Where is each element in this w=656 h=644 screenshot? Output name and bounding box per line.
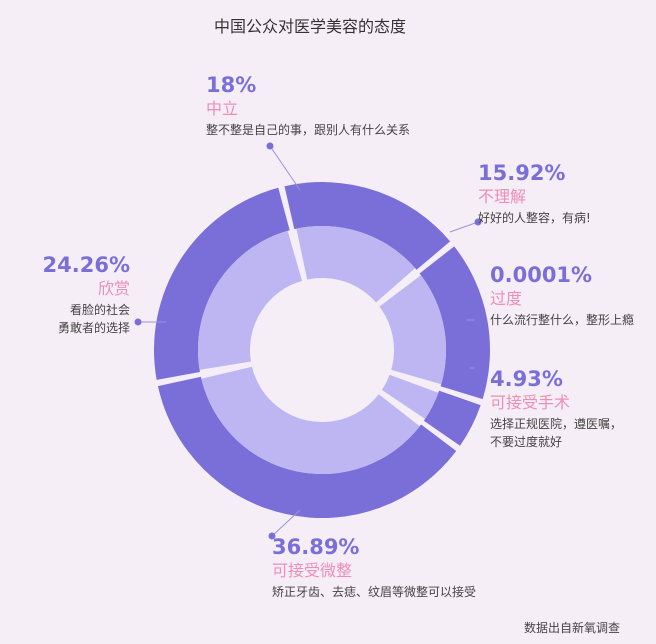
slice-description: 看脸的社会 — [70, 302, 130, 317]
leader-dot — [474, 316, 482, 324]
leader-dot — [474, 218, 482, 226]
chart-title: 中国公众对医学美容的态度 — [214, 17, 406, 36]
slice-description: 不要过度就好 — [490, 434, 562, 449]
slice-outer-3 — [423, 390, 481, 446]
slice-percent: 36.89% — [272, 535, 359, 559]
slice-inner-0 — [296, 226, 416, 303]
slice-outer-5 — [154, 187, 290, 380]
slice-outer-4 — [157, 376, 457, 519]
slice-category: 不理解 — [478, 187, 526, 206]
slice-category: 欣赏 — [98, 279, 130, 298]
slice-category: 中立 — [206, 99, 238, 118]
slice-inner-4 — [201, 366, 420, 474]
slice-inner-1 — [379, 275, 446, 385]
leader-line — [269, 145, 301, 191]
slice-description: 勇敢者的选择 — [58, 320, 130, 335]
source-note: 数据出自新氧调查 — [524, 620, 620, 635]
slice-percent: 18% — [206, 73, 256, 97]
slice-category: 可接受手术 — [490, 393, 570, 412]
leader-dot — [268, 532, 276, 540]
slice-percent: 0.0001% — [490, 263, 592, 287]
leader-dot — [134, 318, 142, 326]
slice-description: 什么流行整什么，整形上瘾 — [490, 312, 634, 327]
slice-inner-5 — [198, 230, 303, 370]
leader-line — [449, 221, 479, 233]
slice-outer-0 — [284, 182, 451, 270]
slice-description: 好好的人整容，有病! — [478, 210, 591, 225]
slice-category: 可接受微整 — [272, 561, 352, 580]
slice-outer-1 — [419, 246, 491, 400]
leader-dot — [266, 142, 274, 150]
slice-percent: 15.92% — [478, 161, 565, 185]
slice-category: 过度 — [490, 289, 522, 308]
slice-percent: 24.26% — [43, 253, 130, 277]
leader-line — [271, 509, 301, 537]
slice-description: 选择正规医院，遵医嘱， — [490, 416, 622, 431]
slice-inner-3 — [381, 374, 439, 419]
slice-percent: 4.93% — [490, 367, 563, 391]
donut-rings — [154, 182, 491, 519]
slice-description: 矫正牙齿、去痣、纹眉等微整可以接受 — [272, 584, 476, 599]
slice-description: 整不整是自己的事，跟别人有什么关系 — [206, 122, 410, 137]
leader-dot — [474, 364, 482, 372]
